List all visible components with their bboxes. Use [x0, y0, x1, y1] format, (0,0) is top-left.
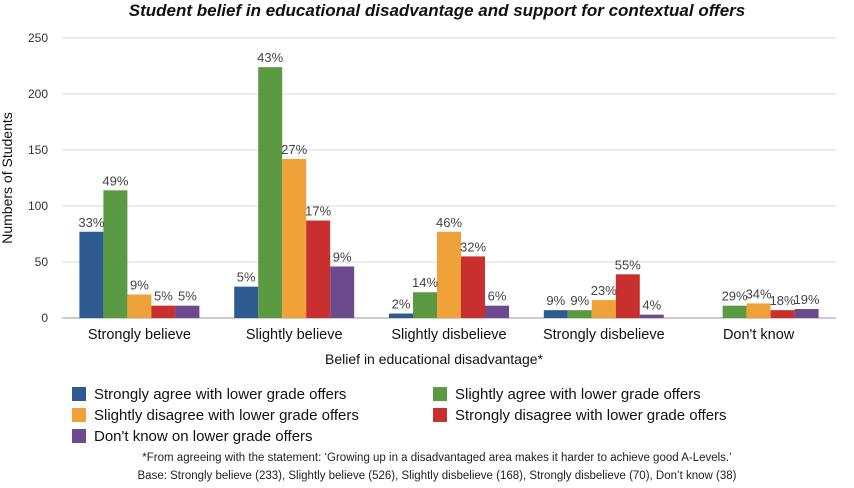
- bar: [639, 314, 664, 318]
- data-label: 23%: [591, 283, 617, 298]
- bar: [615, 274, 640, 318]
- bar: [234, 286, 259, 318]
- base-note: Base: Strongly believe (233), Slightly b…: [138, 470, 737, 482]
- data-label: 55%: [615, 257, 641, 272]
- bar: [151, 305, 176, 318]
- footnote: *From agreeing with the statement: ‘Grow…: [142, 452, 731, 464]
- x-tick-label: Slightly believe: [246, 327, 343, 343]
- y-tick-label: 250: [28, 31, 48, 45]
- data-label: 14%: [412, 275, 438, 290]
- data-label: 5%: [154, 289, 173, 304]
- data-label: 9%: [333, 249, 352, 264]
- bar: [567, 310, 592, 318]
- data-label: 49%: [102, 173, 128, 188]
- data-label: 34%: [746, 286, 772, 301]
- data-label: 33%: [78, 215, 104, 230]
- bar: [746, 303, 771, 318]
- bar: [722, 305, 747, 318]
- y-axis-label: Numbers of Students: [0, 112, 15, 244]
- x-axis-categories: Strongly believe Slightly believe Slightly…: [88, 327, 795, 343]
- x-tick-label: Strongly disbelieve: [543, 327, 665, 343]
- data-label: 19%: [794, 292, 820, 307]
- data-label: 2%: [392, 297, 411, 312]
- legend-label: Strongly agree with lower grade offers: [94, 386, 346, 403]
- x-axis-label: Belief in educational disadvantage*: [325, 351, 543, 367]
- y-tick-label: 50: [35, 255, 49, 269]
- legend-swatch: [433, 408, 447, 422]
- y-tick-label: 0: [41, 311, 48, 325]
- y-tick-label: 150: [28, 143, 48, 157]
- legend-label: Don't know on lower grade offers: [94, 428, 313, 445]
- data-label: 43%: [257, 50, 283, 65]
- bar: [389, 313, 413, 318]
- bar: [103, 190, 128, 318]
- bar: [282, 158, 307, 318]
- legend-label: Strongly disagree with lower grade offer…: [455, 407, 727, 424]
- data-label: 32%: [460, 239, 486, 254]
- data-label: 4%: [642, 298, 661, 313]
- bar: [413, 292, 437, 318]
- y-tick-label: 100: [28, 199, 48, 213]
- data-label: 27%: [281, 142, 307, 157]
- legend-swatch: [433, 387, 447, 401]
- data-label: 17%: [305, 204, 331, 219]
- bar: [258, 67, 283, 319]
- grid: [62, 37, 836, 319]
- bar: [127, 294, 152, 318]
- data-labels: 33% 49% 9% 5% 5% 5% 43% 27% 17% 9% 2%14% 46% 32% 6% 9%…: [78, 50, 820, 313]
- data-label: 5%: [178, 289, 197, 304]
- legend-label: Slightly disagree with lower grade offer…: [94, 407, 359, 424]
- data-label: 29%: [722, 289, 748, 304]
- data-label: 5%: [237, 270, 256, 285]
- bars: [79, 67, 819, 319]
- bar: [794, 309, 819, 318]
- bar: [543, 310, 568, 318]
- legend-label: Slightly agree with lower grade offers: [455, 386, 701, 403]
- data-label: 9%: [130, 277, 149, 292]
- bar: [330, 266, 355, 318]
- bar: [461, 256, 485, 318]
- data-label: 6%: [488, 289, 507, 304]
- legend-swatch: [72, 387, 86, 401]
- chart-title: Student belief in educational disadvanta…: [129, 1, 746, 20]
- y-tick-label: 200: [28, 87, 48, 101]
- bar: [485, 305, 509, 318]
- data-label: 9%: [570, 293, 589, 308]
- bar: [437, 231, 461, 318]
- legend: Strongly agree with lower grade offers Sl…: [72, 386, 727, 445]
- bar: [79, 231, 104, 318]
- data-label: 46%: [436, 215, 462, 230]
- y-axis-ticks: 0 50 100 150 200 250: [28, 31, 48, 325]
- x-tick-label: Don't know: [723, 327, 795, 343]
- bar: [306, 220, 331, 318]
- bar: [591, 300, 616, 318]
- legend-swatch: [72, 408, 86, 422]
- data-label: 18%: [770, 293, 796, 308]
- legend-swatch: [72, 429, 86, 443]
- bar: [770, 310, 795, 318]
- bar: [175, 305, 200, 318]
- x-tick-label: Slightly disbelieve: [391, 327, 506, 343]
- x-tick-label: Strongly believe: [88, 327, 191, 343]
- data-label: 9%: [546, 293, 565, 308]
